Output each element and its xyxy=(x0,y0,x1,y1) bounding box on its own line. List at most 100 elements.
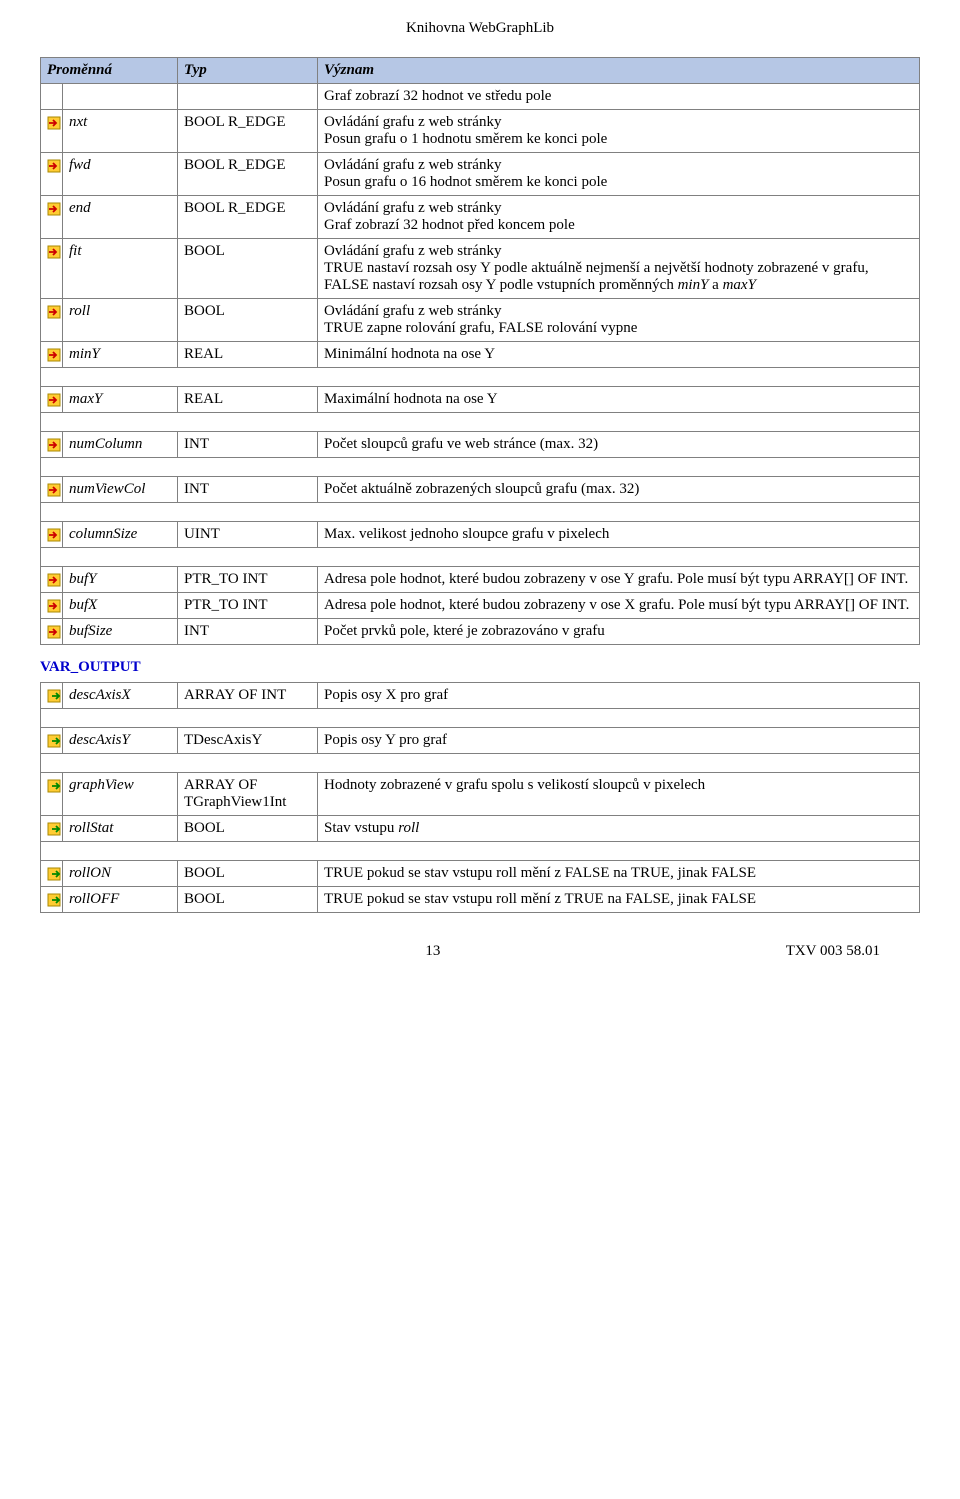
var-output-icon xyxy=(47,867,61,881)
cell-icon xyxy=(41,887,63,913)
cell-var-name: roll xyxy=(63,299,178,342)
var-output-icon xyxy=(47,893,61,907)
table-row: graphViewARRAY OF TGraphView1IntHodnoty … xyxy=(41,773,920,816)
cell-type: BOOL xyxy=(178,816,318,842)
table-row: rollOFFBOOLTRUE pokud se stav vstupu rol… xyxy=(41,887,920,913)
cell-icon xyxy=(41,342,63,368)
cell-type: BOOL xyxy=(178,861,318,887)
cell-icon xyxy=(41,861,63,887)
cell-icon xyxy=(41,522,63,548)
spacer-row xyxy=(41,709,920,728)
cell-var-name: bufY xyxy=(63,567,178,593)
spacer-row xyxy=(41,413,920,432)
table-row: endBOOL R_EDGEOvládání grafu z web strán… xyxy=(41,196,920,239)
spacer-row xyxy=(41,458,920,477)
cell-icon xyxy=(41,239,63,299)
cell-meaning: TRUE pokud se stav vstupu roll mění z TR… xyxy=(318,887,920,913)
var-output-icon xyxy=(47,734,61,748)
cell-meaning: Počet sloupců grafu ve web stránce (max.… xyxy=(318,432,920,458)
cell-meaning: Adresa pole hodnot, které budou zobrazen… xyxy=(318,567,920,593)
table-row: maxYREALMaximální hodnota na ose Y xyxy=(41,387,920,413)
cell-meaning: Hodnoty zobrazené v grafu spolu s veliko… xyxy=(318,773,920,816)
cell-type: INT xyxy=(178,477,318,503)
cell-icon xyxy=(41,110,63,153)
cell-icon xyxy=(41,773,63,816)
cell-meaning: Počet aktuálně zobrazených sloupců grafu… xyxy=(318,477,920,503)
cell-meaning: Počet prvků pole, které je zobrazováno v… xyxy=(318,619,920,645)
cell-meaning: Graf zobrazí 32 hodnot ve středu pole xyxy=(318,84,920,110)
cell-var-name: rollOFF xyxy=(63,887,178,913)
cell-meaning: Maximální hodnota na ose Y xyxy=(318,387,920,413)
var-input-icon xyxy=(47,438,61,452)
cell-icon xyxy=(41,299,63,342)
cell-meaning: Popis osy Y pro graf xyxy=(318,728,920,754)
cell-type: ARRAY OF TGraphView1Int xyxy=(178,773,318,816)
var-input-icon xyxy=(47,528,61,542)
cell-var-name: descAxisY xyxy=(63,728,178,754)
page-number: 13 xyxy=(425,943,440,960)
cell-type: BOOL R_EDGE xyxy=(178,196,318,239)
cell-icon xyxy=(41,728,63,754)
cell-type: UINT xyxy=(178,522,318,548)
document-title: Knihovna WebGraphLib xyxy=(40,20,920,37)
cell-var-name: rollON xyxy=(63,861,178,887)
spacer-row xyxy=(41,842,920,861)
cell-icon xyxy=(41,816,63,842)
cell-type: ARRAY OF INT xyxy=(178,683,318,709)
table-row: numViewColINTPočet aktuálně zobrazených … xyxy=(41,477,920,503)
table-row: bufYPTR_TO INTAdresa pole hodnot, které … xyxy=(41,567,920,593)
cell-type: INT xyxy=(178,619,318,645)
col-header-type: Typ xyxy=(178,58,318,84)
cell-var-name: descAxisX xyxy=(63,683,178,709)
variables-table: Proměnná Typ Význam Graf zobrazí 32 hodn… xyxy=(40,57,920,645)
cell-icon xyxy=(41,387,63,413)
col-header-meaning: Význam xyxy=(318,58,920,84)
section-var-output: VAR_OUTPUT xyxy=(40,659,920,676)
var-input-icon xyxy=(47,573,61,587)
var-output-icon xyxy=(47,689,61,703)
col-header-name: Proměnná xyxy=(41,58,178,84)
cell-type: REAL xyxy=(178,342,318,368)
cell-meaning: Ovládání grafu z web stránkyTRUE nastaví… xyxy=(318,239,920,299)
cell-var-name: columnSize xyxy=(63,522,178,548)
cell-type: BOOL R_EDGE xyxy=(178,110,318,153)
cell-var-name: rollStat xyxy=(63,816,178,842)
cell-type: INT xyxy=(178,432,318,458)
cell-var-name: graphView xyxy=(63,773,178,816)
var-input-icon xyxy=(47,625,61,639)
cell-type: PTR_TO INT xyxy=(178,567,318,593)
cell-type: BOOL xyxy=(178,299,318,342)
cell-meaning: Adresa pole hodnot, které budou zobrazen… xyxy=(318,593,920,619)
cell-var-name: numViewCol xyxy=(63,477,178,503)
table-row: numColumnINTPočet sloupců grafu ve web s… xyxy=(41,432,920,458)
table-row: fitBOOLOvládání grafu z web stránkyTRUE … xyxy=(41,239,920,299)
table-row: rollStatBOOLStav vstupu roll xyxy=(41,816,920,842)
cell-type: TDescAxisY xyxy=(178,728,318,754)
cell-var-name: bufSize xyxy=(63,619,178,645)
cell-icon xyxy=(41,477,63,503)
var-input-icon xyxy=(47,202,61,216)
cell-type: BOOL xyxy=(178,887,318,913)
spacer-row xyxy=(41,548,920,567)
cell-meaning: Ovládání grafu z web stránkyTRUE zapne r… xyxy=(318,299,920,342)
var-input-icon xyxy=(47,483,61,497)
cell-type: PTR_TO INT xyxy=(178,593,318,619)
var-input-icon xyxy=(47,116,61,130)
spacer-row xyxy=(41,754,920,773)
cell-meaning: Stav vstupu roll xyxy=(318,816,920,842)
table-row: rollONBOOLTRUE pokud se stav vstupu roll… xyxy=(41,861,920,887)
var-input-icon xyxy=(47,159,61,173)
cell-var-name: nxt xyxy=(63,110,178,153)
spacer-row xyxy=(41,368,920,387)
var-input-icon xyxy=(47,348,61,362)
cell-meaning: Ovládání grafu z web stránkyPosun grafu … xyxy=(318,153,920,196)
table-row: minYREALMinimální hodnota na ose Y xyxy=(41,342,920,368)
cell-var-name: minY xyxy=(63,342,178,368)
cell-meaning: Ovládání grafu z web stránkyGraf zobrazí… xyxy=(318,196,920,239)
table-row: bufSizeINTPočet prvků pole, které je zob… xyxy=(41,619,920,645)
cell-icon xyxy=(41,432,63,458)
table-row: Graf zobrazí 32 hodnot ve středu pole xyxy=(41,84,920,110)
cell-type: REAL xyxy=(178,387,318,413)
cell-icon xyxy=(41,683,63,709)
document-reference: TXV 003 58.01 xyxy=(786,943,880,960)
